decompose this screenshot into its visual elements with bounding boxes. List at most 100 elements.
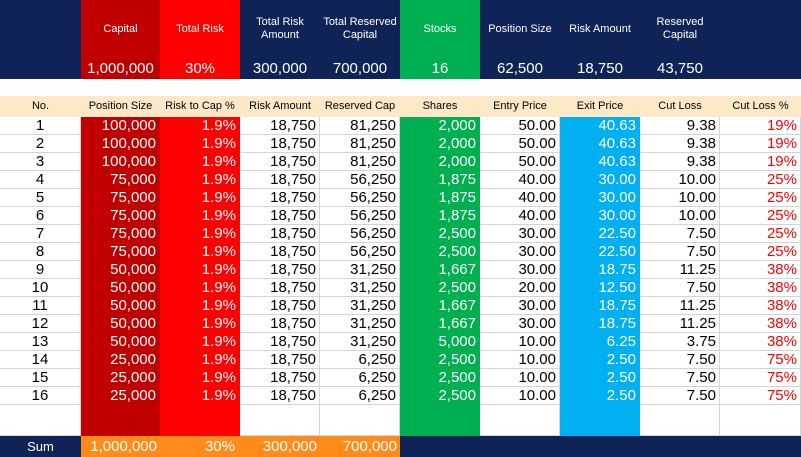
table-cell[interactable]: 50,000 [81, 279, 160, 297]
table-cell[interactable]: 56,250 [320, 225, 400, 243]
table-cell[interactable]: 18,750 [240, 297, 320, 315]
table-cell[interactable]: 9.38 [640, 135, 720, 153]
table-cell[interactable]: 10.00 [640, 171, 720, 189]
table-cell[interactable]: 18,750 [240, 189, 320, 207]
table-cell[interactable]: 50.00 [480, 117, 560, 135]
table-cell[interactable]: 7.50 [640, 387, 720, 405]
table-cell[interactable]: 1 [0, 117, 81, 135]
table-cell[interactable]: 38% [720, 279, 801, 297]
table-cell[interactable]: 40.00 [480, 207, 560, 225]
table-cell[interactable]: 2.50 [560, 369, 640, 387]
table-cell[interactable]: 5 [0, 189, 81, 207]
table-cell[interactable]: 2,500 [400, 243, 480, 261]
summary-value-risk-amount[interactable]: 18,750 [560, 58, 640, 79]
table-cell[interactable]: 1.9% [160, 189, 240, 207]
table-cell[interactable]: 30.00 [560, 189, 640, 207]
table-cell[interactable]: 1.9% [160, 333, 240, 351]
table-cell[interactable]: 3.75 [640, 333, 720, 351]
table-cell[interactable]: 18,750 [240, 207, 320, 225]
table-cell[interactable]: 30.00 [480, 315, 560, 333]
sum-risk-pct[interactable]: 30% [160, 436, 240, 457]
table-cell[interactable]: 10.00 [480, 351, 560, 369]
table-cell[interactable]: 18,750 [240, 261, 320, 279]
table-cell[interactable]: 1,875 [400, 189, 480, 207]
table-cell[interactable]: 75% [720, 387, 801, 405]
table-cell[interactable]: 7.50 [640, 279, 720, 297]
table-cell[interactable]: 75% [720, 351, 801, 369]
table-cell[interactable]: 18,750 [240, 153, 320, 171]
table-cell[interactable]: 31,250 [320, 261, 400, 279]
table-cell[interactable]: 18.75 [560, 261, 640, 279]
table-cell[interactable]: 7 [0, 225, 81, 243]
table-cell[interactable]: 40.00 [480, 171, 560, 189]
table-cell[interactable]: 12 [0, 315, 81, 333]
table-cell[interactable]: 40.63 [560, 153, 640, 171]
table-cell[interactable]: 18,750 [240, 333, 320, 351]
table-cell[interactable]: 38% [720, 261, 801, 279]
table-cell[interactable]: 1.9% [160, 207, 240, 225]
table-cell[interactable]: 10 [0, 279, 81, 297]
table-cell[interactable]: 31,250 [320, 297, 400, 315]
table-cell[interactable]: 1.9% [160, 351, 240, 369]
table-cell[interactable]: 40.00 [480, 189, 560, 207]
table-cell[interactable]: 1.9% [160, 387, 240, 405]
table-cell[interactable]: 19% [720, 135, 801, 153]
table-cell[interactable]: 56,250 [320, 189, 400, 207]
table-cell[interactable]: 18,750 [240, 315, 320, 333]
table-cell[interactable]: 30.00 [480, 243, 560, 261]
table-cell[interactable]: 19% [720, 117, 801, 135]
table-cell[interactable]: 75,000 [81, 207, 160, 225]
table-cell[interactable]: 18,750 [240, 117, 320, 135]
table-cell[interactable]: 38% [720, 297, 801, 315]
table-cell[interactable]: 81,250 [320, 135, 400, 153]
table-cell[interactable]: 38% [720, 333, 801, 351]
table-cell[interactable]: 19% [720, 153, 801, 171]
table-cell[interactable]: 30.00 [560, 207, 640, 225]
table-cell[interactable]: 18,750 [240, 387, 320, 405]
table-cell[interactable]: 18.75 [560, 315, 640, 333]
table-cell[interactable]: 1,875 [400, 171, 480, 189]
table-cell[interactable]: 9.38 [640, 153, 720, 171]
table-cell[interactable]: 22.50 [560, 243, 640, 261]
table-cell[interactable]: 10.00 [640, 207, 720, 225]
table-cell[interactable]: 81,250 [320, 153, 400, 171]
table-cell[interactable]: 18,750 [240, 135, 320, 153]
table-cell[interactable]: 50,000 [81, 315, 160, 333]
table-cell[interactable]: 25,000 [81, 369, 160, 387]
table-cell[interactable]: 11.25 [640, 315, 720, 333]
table-cell[interactable]: 18,750 [240, 369, 320, 387]
table-cell[interactable]: 31,250 [320, 315, 400, 333]
table-cell[interactable]: 13 [0, 333, 81, 351]
table-cell[interactable]: 75,000 [81, 189, 160, 207]
summary-value-reserved-capital[interactable]: 43,750 [640, 58, 720, 79]
table-cell[interactable]: 6 [0, 207, 81, 225]
table-cell[interactable]: 25% [720, 171, 801, 189]
table-cell[interactable]: 100,000 [81, 153, 160, 171]
table-cell[interactable]: 31,250 [320, 279, 400, 297]
table-cell[interactable]: 2,000 [400, 135, 480, 153]
table-cell[interactable]: 14 [0, 351, 81, 369]
table-cell[interactable]: 11.25 [640, 261, 720, 279]
table-cell[interactable]: 7.50 [640, 369, 720, 387]
table-cell[interactable]: 50.00 [480, 153, 560, 171]
table-cell[interactable]: 1.9% [160, 369, 240, 387]
table-cell[interactable]: 2,000 [400, 117, 480, 135]
table-cell[interactable]: 30.00 [560, 171, 640, 189]
table-cell[interactable]: 11 [0, 297, 81, 315]
table-cell[interactable]: 6.25 [560, 333, 640, 351]
table-cell[interactable]: 2,500 [400, 369, 480, 387]
sum-position-size[interactable]: 1,000,000 [81, 436, 160, 457]
table-cell[interactable]: 2.50 [560, 351, 640, 369]
table-cell[interactable]: 18,750 [240, 225, 320, 243]
table-cell[interactable]: 12.50 [560, 279, 640, 297]
table-cell[interactable]: 2.50 [560, 387, 640, 405]
table-cell[interactable]: 18,750 [240, 351, 320, 369]
table-cell[interactable]: 10.00 [480, 369, 560, 387]
table-cell[interactable]: 1.9% [160, 171, 240, 189]
table-cell[interactable]: 7.50 [640, 243, 720, 261]
table-cell[interactable]: 50,000 [81, 297, 160, 315]
table-cell[interactable]: 40.63 [560, 117, 640, 135]
table-cell[interactable]: 18,750 [240, 279, 320, 297]
table-cell[interactable]: 1.9% [160, 297, 240, 315]
table-cell[interactable]: 100,000 [81, 135, 160, 153]
